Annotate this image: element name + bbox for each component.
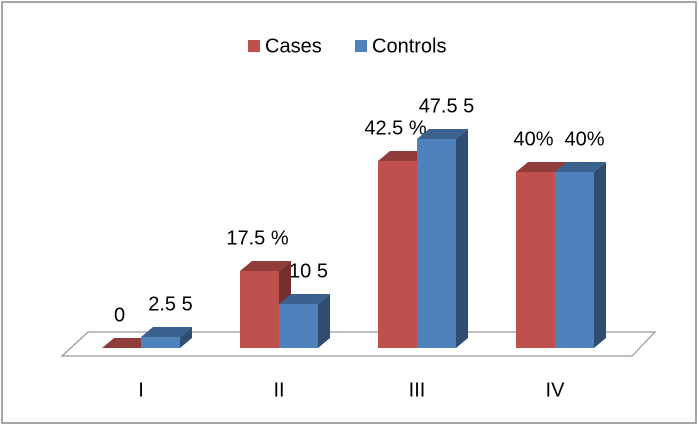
value-label: 40%	[564, 128, 604, 150]
legend-swatch	[248, 40, 260, 52]
bar	[240, 271, 279, 348]
x-tick-label: III	[409, 379, 426, 401]
bar-top	[516, 162, 567, 172]
bar-side	[456, 129, 468, 348]
legend-label: Controls	[372, 35, 446, 57]
bar	[141, 337, 180, 348]
bar	[555, 172, 594, 348]
bar-top	[417, 129, 468, 139]
bar-top	[378, 151, 429, 161]
value-label: 10 5	[289, 260, 328, 282]
bar-top	[141, 327, 192, 337]
bar-top	[279, 294, 330, 304]
bar-side	[318, 294, 330, 348]
x-tick-label: I	[138, 379, 144, 401]
value-label: 42.5 %	[364, 117, 426, 139]
bar-side	[180, 327, 192, 348]
bar	[378, 161, 417, 348]
bar-top	[102, 338, 153, 348]
value-label: 47.5 5	[419, 95, 475, 117]
bar-top	[240, 261, 291, 271]
bar-top	[555, 162, 606, 172]
legend-swatch	[355, 40, 367, 52]
x-tick-label: IV	[546, 379, 566, 401]
bar	[279, 304, 318, 348]
value-label: 17.5 %	[226, 227, 288, 249]
bar-side	[594, 162, 606, 348]
legend-label: Cases	[265, 35, 322, 57]
x-tick-label: II	[273, 379, 284, 401]
value-label: 0	[114, 304, 125, 326]
value-label: 2.5 5	[148, 293, 192, 315]
bar	[417, 139, 456, 348]
bar	[516, 172, 555, 348]
value-label: 40%	[513, 128, 553, 150]
